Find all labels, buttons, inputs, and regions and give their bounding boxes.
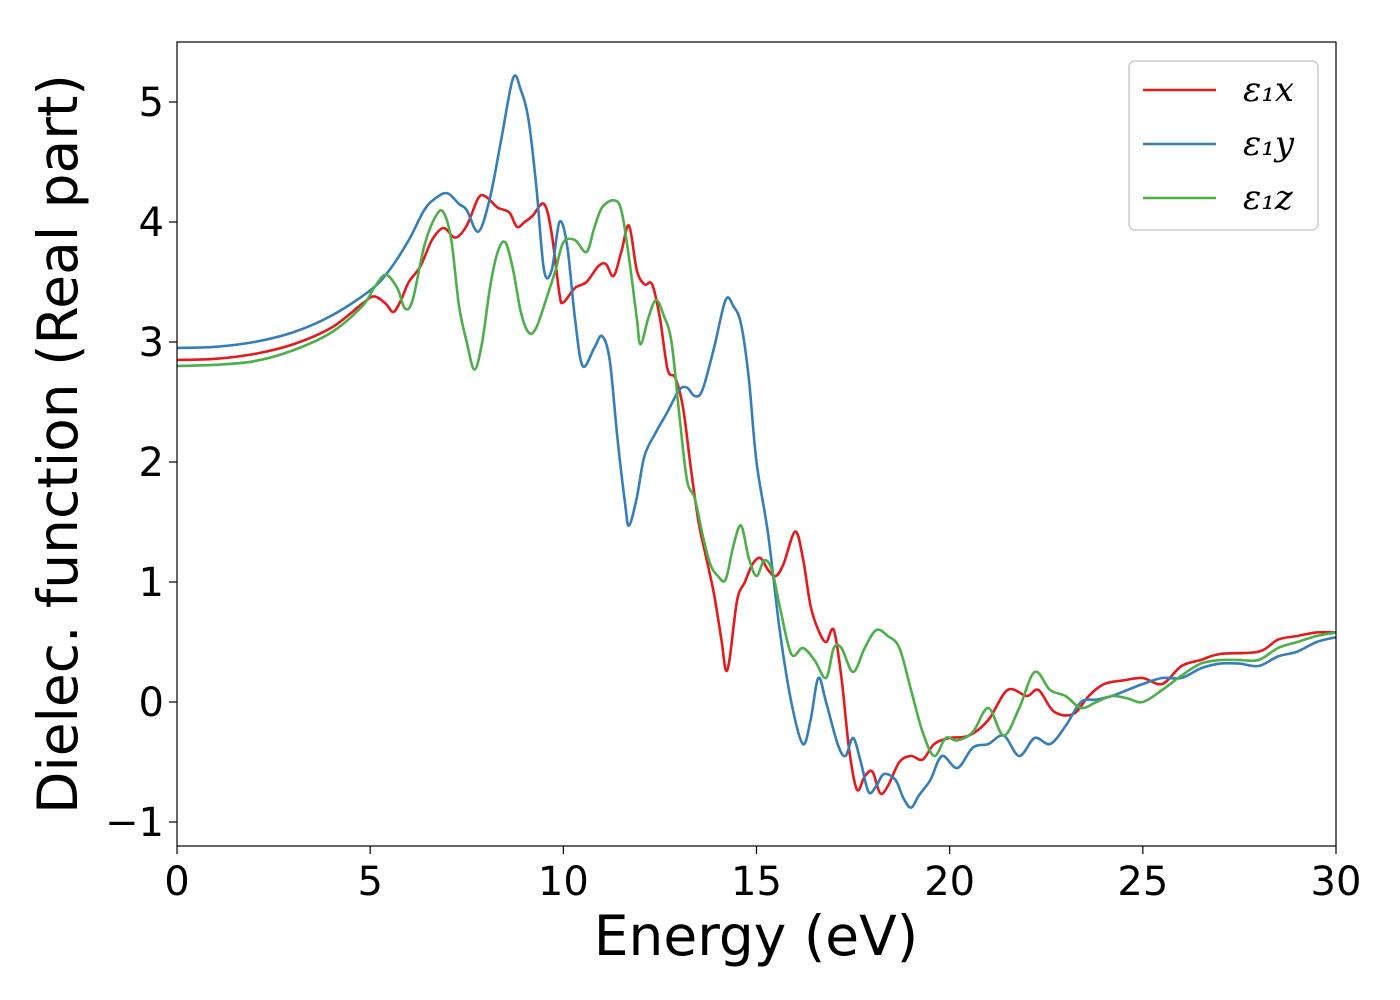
x-tick-label: 30 [1311, 859, 1362, 905]
legend: ε₁x ε₁y ε₁z [1128, 60, 1319, 231]
y-tick-label: 2 [139, 440, 164, 486]
x-tick-label: 20 [924, 859, 975, 905]
y-tick-label: 3 [139, 320, 164, 366]
plot-area [177, 74, 1336, 809]
y-tick-label: 4 [139, 200, 164, 246]
legend-label: ε₁y [1243, 124, 1295, 164]
y-axis: −1 0 1 2 3 4 5 [105, 80, 177, 846]
x-axis: 0 5 10 15 20 25 30 [164, 846, 1361, 905]
y-tick-label: 1 [139, 560, 164, 606]
y-tick-label: 5 [139, 80, 164, 126]
x-tick-label: 10 [538, 859, 589, 905]
y-tick-label: −1 [105, 800, 164, 846]
series-line-eps1y [177, 74, 1336, 809]
y-tick-label: 0 [139, 680, 164, 726]
series-line-eps1x [177, 193, 1336, 796]
legend-entries: ε₁x ε₁y ε₁z [1143, 70, 1295, 218]
x-axis-label: Energy (eV) [594, 904, 918, 968]
legend-label: ε₁x [1243, 70, 1294, 110]
x-tick-label: 25 [1117, 859, 1168, 905]
x-tick-label: 0 [164, 859, 189, 905]
series-line-eps1z [177, 199, 1336, 758]
legend-label: ε₁z [1243, 178, 1294, 218]
y-axis-label: Dielec. function (Real part) [26, 74, 90, 814]
series-layer [177, 74, 1336, 809]
x-tick-label: 15 [731, 859, 782, 905]
legend-box [1128, 60, 1319, 231]
x-tick-label: 5 [357, 859, 382, 905]
